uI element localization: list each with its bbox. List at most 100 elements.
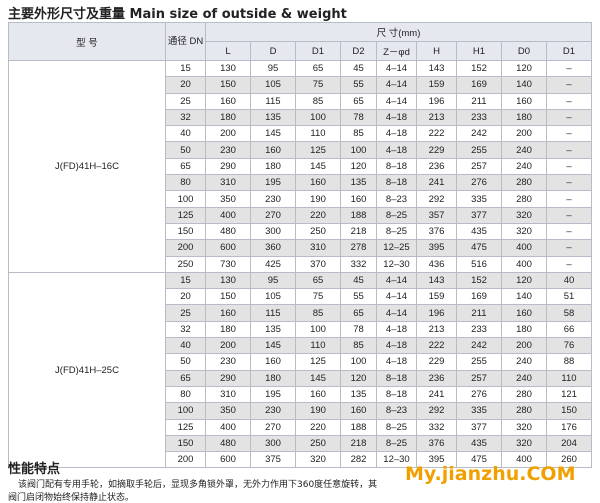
table-cell: –: [546, 59, 592, 78]
dn-header: 通径 DN: [165, 22, 206, 61]
table-cell: 230: [250, 402, 296, 420]
size-header: 尺 寸(mm): [205, 22, 592, 42]
table-row: J(FD)41H–16C 15 130 95 65 45 4–14 143 152 120–: [8, 59, 592, 273]
table-cell: –: [546, 255, 592, 273]
table-cell: 75: [295, 288, 341, 306]
table-cell: 65: [295, 271, 341, 290]
table-cell: 257: [456, 157, 502, 176]
table-cell: 190: [295, 190, 341, 208]
table-cell: 516: [456, 255, 502, 273]
table-row: 100 350 230 190 160 8–23 292 335 280–: [9, 190, 592, 208]
table-row: 150 480 300 250 218 8–25 376 435 320–: [9, 222, 592, 241]
table-cell: 4–18: [376, 353, 417, 371]
table-cell: 143: [416, 271, 457, 290]
table-cell: 4–18: [376, 320, 417, 339]
table-cell: 180: [250, 157, 296, 176]
table-cell: 377: [456, 418, 502, 436]
table-cell: 40: [546, 271, 592, 290]
table-cell: 140: [501, 76, 547, 94]
table-cell: 15: [165, 271, 206, 290]
table-cell: 20: [165, 288, 206, 306]
model-cell: J(FD)41H–25C: [8, 271, 166, 469]
table-cell: 100: [295, 320, 341, 339]
table-cell: 270: [250, 206, 296, 224]
section-title: 性能特点: [8, 462, 61, 477]
table-cell: 230: [250, 190, 296, 208]
table-cell: –: [546, 92, 592, 110]
table-cell: 240: [501, 353, 547, 371]
table-cell: 242: [456, 337, 502, 355]
table-row: 125 400 270 220 188 8–25 357 377 320–: [9, 206, 592, 224]
table-cell: –: [546, 157, 592, 176]
table-cell: 51: [546, 288, 592, 306]
table-cell: 8–25: [376, 206, 417, 224]
table-cell: 120: [340, 369, 377, 387]
table-cell: 180: [205, 108, 251, 127]
table-cell: 176: [546, 418, 592, 436]
table-cell: 105: [250, 76, 296, 94]
table-cell: 4–14: [376, 59, 417, 78]
table-cell: 8–25: [376, 222, 417, 241]
column-header: Z－φd: [376, 41, 417, 61]
table-row: 80 310 195 160 135 8–18 241 276 280 121: [9, 385, 592, 404]
table-cell: 310: [205, 174, 251, 192]
table-cell: –: [546, 76, 592, 94]
table-cell: –: [546, 174, 592, 192]
table-cell: 15: [165, 59, 206, 78]
table-cell: 236: [416, 369, 457, 387]
table-cell: 260: [546, 451, 592, 469]
table-cell: 211: [456, 92, 502, 110]
table-cell: 335: [456, 402, 502, 420]
table-cell: 135: [340, 174, 377, 192]
table-cell: 160: [295, 385, 341, 404]
table-cell: 65: [340, 92, 377, 110]
table-cell: 375: [250, 451, 296, 469]
column-header: L: [205, 41, 251, 61]
table-cell: 233: [456, 108, 502, 127]
table-cell: 236: [416, 157, 457, 176]
title: 主要外形尺寸及重量 Main size of outside & weight: [8, 7, 347, 22]
table-cell: 4–18: [376, 125, 417, 143]
table-cell: 180: [205, 320, 251, 339]
table-cell: 110: [546, 369, 592, 387]
table-cell: 12–25: [376, 239, 417, 257]
table-cell: 222: [416, 125, 457, 143]
table-cell: 40: [165, 337, 206, 355]
table-cell: 218: [340, 434, 377, 453]
table-cell: 160: [205, 304, 251, 322]
table-cell: 135: [250, 108, 296, 127]
table-row: 32 180 135 100 78 4–18 213 233 180–: [9, 108, 592, 127]
table-cell: 320: [295, 451, 341, 469]
table-cell: 4–14: [376, 92, 417, 110]
table-cell: 213: [416, 320, 457, 339]
table-cell: 218: [340, 222, 377, 241]
watermark: My.jianzhu.COM: [405, 463, 576, 485]
table-cell: 475: [456, 451, 502, 469]
table-cell: 188: [340, 206, 377, 224]
table-cell: 310: [205, 385, 251, 404]
table-cell: 78: [340, 108, 377, 127]
table-cell: 135: [250, 320, 296, 339]
table-cell: 320: [501, 222, 547, 241]
table-cell: 169: [456, 76, 502, 94]
table-cell: 8–18: [376, 385, 417, 404]
table-cell: 105: [250, 288, 296, 306]
table-cell: 159: [416, 76, 457, 94]
table-row: 125 400 270 220 188 8–25 332 377 320 176: [9, 418, 592, 436]
table-cell: 211: [456, 304, 502, 322]
table-cell: 80: [165, 174, 206, 192]
table-cell: 270: [250, 418, 296, 436]
table-row: 250 730 425 370 332 12–30 436 516 400–: [9, 255, 592, 273]
paragraph-line: 阀门启闭物始终保持静止状态。: [8, 493, 135, 503]
table-cell: 282: [340, 451, 377, 469]
table-cell: 145: [295, 369, 341, 387]
table-cell: 120: [501, 271, 547, 290]
table-cell: 376: [416, 222, 457, 241]
table-row: J(FD)41H–25C 15 130 95 65 45 4–14 143 152 120 40: [8, 271, 592, 469]
table-row: 50 230 160 125 100 4–18 229 255 240 88: [9, 353, 592, 371]
table-cell: –: [546, 108, 592, 127]
table-cell: 370: [295, 255, 341, 273]
table-cell: 360: [250, 239, 296, 257]
table-cell: 222: [416, 337, 457, 355]
